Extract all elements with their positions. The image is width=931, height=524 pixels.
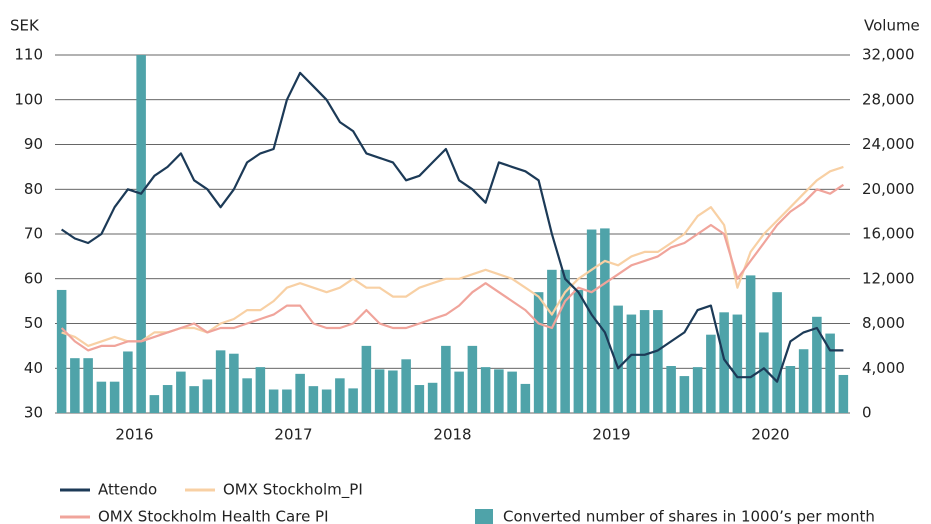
bar	[56, 289, 67, 413]
y-tick-label: 90	[24, 135, 43, 153]
y2-tick-label: 12,000	[862, 269, 915, 287]
y2-tick-label: 4,000	[862, 359, 905, 377]
bar	[268, 389, 279, 413]
bar	[109, 381, 120, 413]
x-tick-label: 2017	[274, 426, 312, 444]
bar	[547, 269, 557, 413]
bar	[70, 358, 80, 413]
y2-tick-label: 24,000	[862, 135, 915, 153]
bar	[255, 367, 266, 413]
x-tick-label: 2018	[433, 426, 471, 444]
line	[60, 183, 845, 352]
x-tick-label: 2019	[592, 426, 630, 444]
bar	[361, 345, 372, 413]
bar	[798, 349, 809, 413]
bar	[480, 367, 491, 413]
legend-label: OMX Stockholm Health Care PI	[98, 508, 329, 524]
bar	[388, 370, 398, 413]
bar	[613, 305, 623, 413]
bar	[706, 334, 716, 413]
y-tick-label: 40	[24, 359, 43, 377]
bar	[732, 314, 743, 413]
y-tick-label: 60	[24, 269, 43, 287]
bar	[162, 385, 173, 413]
bar	[639, 310, 650, 413]
line	[61, 165, 844, 347]
bar	[626, 314, 637, 413]
y-tick-label: 110	[14, 46, 43, 64]
bar	[467, 345, 478, 413]
bar	[335, 378, 345, 413]
bar	[427, 382, 438, 413]
bar	[348, 388, 358, 413]
y-tick-label: 80	[24, 180, 43, 198]
bar	[719, 312, 729, 413]
y-tick-label: 30	[24, 404, 43, 422]
bar	[202, 379, 213, 413]
legend-label: Converted number of shares in 1000’s per…	[503, 508, 875, 524]
bar	[745, 275, 756, 413]
y2-tick-label: 32,000	[862, 46, 915, 64]
line	[60, 71, 844, 383]
bar	[812, 316, 822, 413]
bar	[308, 386, 319, 413]
bar	[507, 371, 517, 413]
x-tick-label: 2020	[751, 426, 789, 444]
bar	[83, 358, 93, 413]
bar	[414, 385, 425, 413]
bar	[573, 289, 584, 413]
bar	[586, 229, 597, 413]
x-tick-label: 2016	[115, 426, 153, 444]
y-tick-label: 70	[24, 225, 43, 243]
bar	[679, 376, 690, 413]
y2-tick-label: 8,000	[862, 314, 905, 332]
bar	[229, 353, 239, 413]
bar	[454, 371, 464, 413]
bar	[560, 269, 570, 413]
bar	[149, 395, 160, 413]
bar	[494, 369, 504, 413]
y2-tick-label: 20,000	[862, 180, 915, 198]
bar	[666, 366, 676, 413]
bar	[374, 369, 385, 413]
legend-swatch	[475, 509, 493, 524]
bar	[692, 367, 703, 413]
bar	[136, 55, 146, 413]
bar	[176, 371, 186, 413]
y2-tick-label: 0	[862, 404, 872, 422]
legend-label: Attendo	[98, 481, 157, 499]
bar	[825, 333, 835, 413]
bar	[282, 389, 292, 413]
bar	[838, 374, 849, 413]
bar	[321, 389, 332, 413]
bar	[441, 345, 451, 413]
bar	[215, 350, 226, 413]
bar	[242, 378, 252, 413]
bar	[295, 373, 305, 413]
bar	[401, 359, 411, 413]
bar	[772, 292, 782, 413]
bar	[653, 310, 663, 413]
y-tick-label: 50	[24, 314, 43, 332]
y-tick-label: 100	[14, 90, 43, 108]
bar	[123, 351, 133, 413]
bar	[96, 381, 107, 413]
bar	[600, 228, 610, 413]
bar	[520, 383, 531, 413]
bar	[785, 366, 796, 413]
bar	[189, 386, 199, 413]
y-axis-title: SEK	[10, 17, 40, 35]
y2-axis-title: Volume	[864, 17, 920, 35]
y2-tick-label: 16,000	[862, 225, 915, 243]
y2-tick-label: 28,000	[862, 90, 915, 108]
legend-label: OMX Stockholm_PI	[223, 481, 363, 500]
bar	[759, 332, 769, 413]
bar	[533, 292, 544, 413]
